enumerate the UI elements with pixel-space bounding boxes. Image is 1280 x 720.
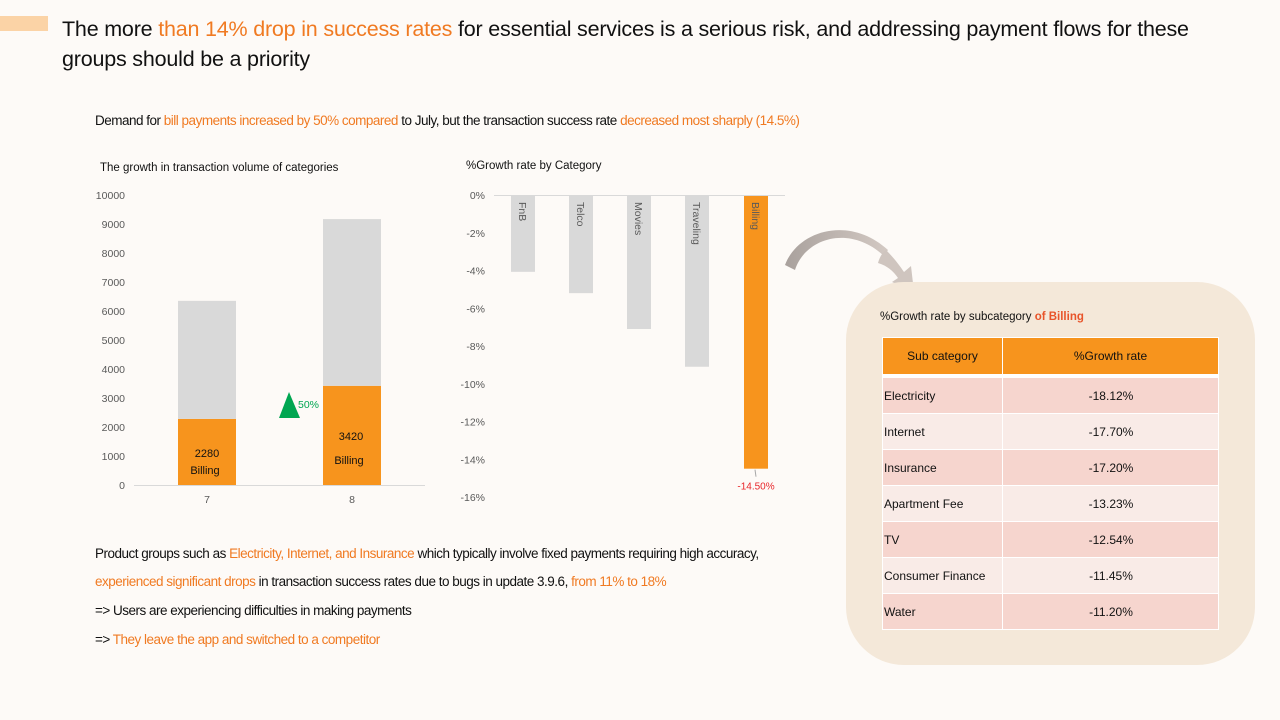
y-tick-label: -2% — [466, 228, 485, 240]
other-bar-segment — [323, 219, 381, 386]
table-row: Apartment Fee -13.23% — [882, 485, 1219, 522]
billing-bar-segment — [178, 418, 236, 485]
billing-data-label: -14.50% — [737, 482, 774, 493]
y-tick-label: -4% — [466, 266, 485, 278]
data-label-category: Billing — [190, 465, 219, 477]
y-tick-label: 2000 — [102, 422, 126, 434]
body-text: which typically involve fixed payments r… — [414, 546, 759, 561]
volume-chart: 0 1000 2000 3000 4000 5000 6000 7000 8000 9000 100… — [96, 190, 425, 506]
y-tick-label: 9000 — [102, 219, 126, 231]
table-row: Insurance -17.20% — [882, 449, 1219, 486]
y-tick-label: 8000 — [102, 248, 126, 260]
growth-rate-chart: 0% -2% -4% -6% -8% -10% -12% -14% -16% FnB Telco Mo… — [460, 190, 785, 504]
subtitle-highlight: bill payments increased by 50% compared — [163, 113, 399, 128]
y-tick-label: -6% — [466, 303, 485, 315]
y-tick-label: 6000 — [102, 306, 126, 318]
column-header-subcategory: Sub category — [882, 337, 1003, 378]
subcategory-cell: Consumer Finance — [882, 557, 1003, 594]
subcategory-cell: Insurance — [882, 449, 1003, 486]
column-header-growth-rate: %Growth rate — [1002, 337, 1219, 378]
curved-arrow-icon — [785, 230, 914, 292]
table-row: Water -11.20% — [882, 593, 1219, 630]
slide-title: The more than 14% drop in success rates … — [62, 14, 1212, 74]
other-bar-segment — [178, 300, 236, 419]
body-line-3: => Users are experiencing difficulties i… — [95, 603, 412, 618]
subcategory-cell: Water — [882, 593, 1003, 630]
body-highlight: Electricity, Internet, and Insurance — [229, 546, 415, 561]
title-accent-bar — [0, 16, 48, 31]
category-label: Billing — [749, 202, 761, 230]
subtitle-text: Demand for — [95, 113, 164, 128]
subcategory-cell: Internet — [882, 413, 1003, 450]
y-tick-label: 0% — [470, 190, 485, 202]
data-label-leader-line — [754, 469, 757, 477]
growth-chart-title: %Growth rate by Category — [466, 160, 602, 172]
growth-up-triangle-icon — [279, 392, 300, 418]
body-line-2: experienced significant drops in transac… — [95, 574, 667, 589]
body-line-4: => They leave the app and switched to a … — [95, 632, 380, 647]
title-text-suffix: for essential services is a serious risk… — [62, 17, 1189, 71]
growth-rate-cell: -13.23% — [1002, 485, 1219, 522]
table-row: Internet -17.70% — [882, 413, 1219, 450]
y-tick-label: 0 — [119, 480, 125, 492]
y-tick-label: -8% — [466, 341, 485, 353]
x-tick-label: 7 — [204, 494, 210, 506]
y-tick-label: 3000 — [102, 393, 126, 405]
table-row: Consumer Finance -11.45% — [882, 557, 1219, 594]
bar-fnb — [511, 196, 535, 272]
growth-rate-cell: -12.54% — [1002, 521, 1219, 558]
subcategory-table: Sub category %Growth rate Electricity -18… — [882, 337, 1219, 630]
y-tick-label: 7000 — [102, 277, 126, 289]
volume-chart-title: The growth in transaction volume of cate… — [100, 162, 339, 174]
growth-annotation-label: 50% — [298, 399, 319, 411]
bar-movies — [627, 196, 651, 330]
subtitle-text: to July, but the transaction success rat… — [397, 113, 621, 128]
y-tick-label: 5000 — [102, 335, 126, 347]
table-title-text: %Growth rate by subcategory — [880, 311, 1035, 323]
y-tick-label: -12% — [460, 417, 485, 429]
title-text: The more — [62, 17, 159, 41]
y-tick-label: -10% — [460, 379, 485, 391]
category-label: Traveling — [690, 202, 702, 245]
category-label: Telco — [574, 202, 586, 227]
slide-subtitle: Demand for bill payments increased by 50… — [95, 113, 800, 128]
category-label: Movies — [632, 202, 644, 235]
y-tick-label: 1000 — [102, 451, 126, 463]
data-label-value: 3420 — [339, 431, 363, 443]
table-row: TV -12.54% — [882, 521, 1219, 558]
category-label: FnB — [516, 202, 528, 221]
data-label-category: Billing — [334, 455, 363, 467]
bar-billing — [744, 196, 768, 469]
bar-traveling — [685, 196, 709, 367]
growth-rate-cell: -17.70% — [1002, 413, 1219, 450]
table-row: Electricity -18.12% — [882, 375, 1219, 414]
table-header-row: Sub category %Growth rate — [882, 337, 1219, 378]
body-text: in transaction success rates due to bugs… — [255, 574, 572, 589]
body-text: => — [95, 632, 113, 647]
subcategory-cell: Apartment Fee — [882, 485, 1003, 522]
bar-telco — [569, 196, 593, 294]
body-highlight: from 11% to 18% — [571, 574, 667, 589]
subcategory-cell: Electricity — [882, 375, 1003, 414]
subtitle-highlight: decreased most sharply (14.5%) — [620, 113, 800, 128]
data-label-value: 2280 — [195, 448, 219, 460]
table-title-highlight: of Billing — [1034, 311, 1084, 323]
body-highlight: experienced significant drops — [95, 574, 256, 589]
growth-rate-cell: -18.12% — [1002, 375, 1219, 414]
growth-rate-cell: -17.20% — [1002, 449, 1219, 486]
growth-rate-cell: -11.20% — [1002, 593, 1219, 630]
y-tick-label: -16% — [460, 492, 485, 504]
y-tick-label: -14% — [460, 454, 485, 466]
x-tick-label: 8 — [349, 494, 355, 506]
body-text: Product groups such as — [95, 546, 230, 561]
subcategory-table-title: %Growth rate by subcategory of Billing — [880, 311, 1084, 323]
body-line-1: Product groups such as Electricity, Inte… — [95, 546, 759, 561]
growth-rate-cell: -11.45% — [1002, 557, 1219, 594]
title-highlight: than 14% drop in success rates — [158, 17, 453, 41]
y-tick-label: 10000 — [96, 190, 125, 202]
billing-bar-segment — [323, 385, 381, 485]
y-tick-label: 4000 — [102, 364, 126, 376]
body-highlight: They leave the app and switched to a com… — [112, 632, 380, 647]
subcategory-cell: TV — [882, 521, 1003, 558]
